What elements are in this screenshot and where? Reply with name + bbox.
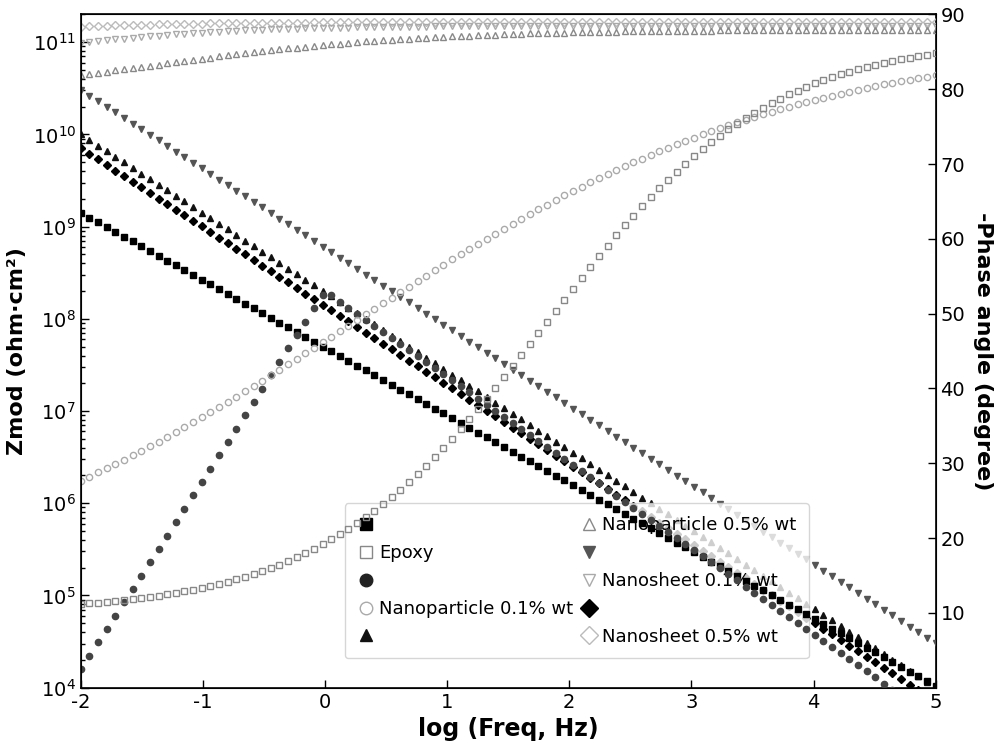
Y-axis label: Zmod (ohm·cm²): Zmod (ohm·cm²) — [7, 247, 27, 455]
Legend: , Epoxy, , Nanoparticle 0.1% wt, , Nanoparticle 0.5% wt, , Nanosheet 0.1% wt, , : , Epoxy, , Nanoparticle 0.1% wt, , Nanop… — [345, 503, 809, 658]
Y-axis label: -Phase angle (degree): -Phase angle (degree) — [973, 212, 993, 490]
X-axis label: log (Freq, Hz): log (Freq, Hz) — [418, 717, 599, 741]
